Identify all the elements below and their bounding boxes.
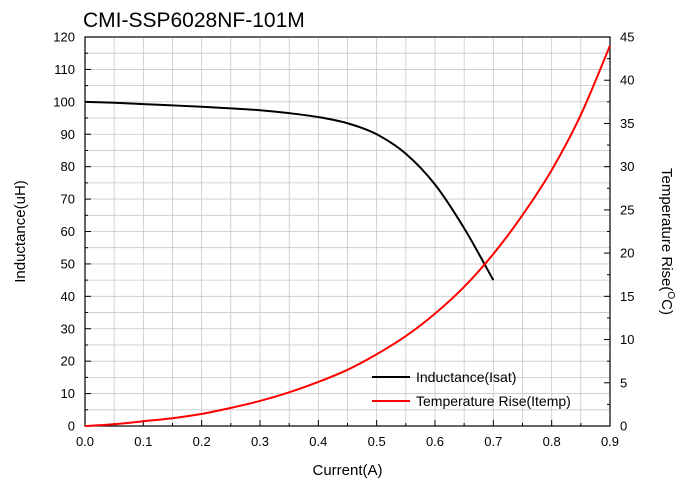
y-right-tick-label: 10	[620, 332, 634, 347]
x-tick-label: 0.3	[251, 434, 269, 449]
y-right-tick-label: 5	[620, 375, 627, 390]
y-left-tick-label: 30	[61, 321, 75, 336]
legend-label-temperature: Temperature Rise(Itemp)	[416, 393, 571, 409]
y-left-tick-label: 70	[61, 192, 75, 207]
y-right-tick-labels: 0 5 10 15 20 25 30 35 40 45	[620, 30, 634, 434]
tick-marks	[84, 36, 611, 427]
x-tick-label: 0.2	[193, 434, 211, 449]
y-left-tick-label: 80	[61, 159, 75, 174]
legend-label-inductance: Inductance(Isat)	[416, 369, 516, 385]
y-left-tick-label: 110	[54, 62, 75, 77]
y-left-tick-labels: 0 10 20 30 40 50 60 70 80 90 100 110 120	[53, 30, 75, 434]
y-right-tick-label: 35	[620, 116, 634, 131]
y-right-tick-label: 20	[620, 246, 634, 261]
y-left-tick-label: 60	[61, 224, 75, 239]
y-right-axis-label: Temperature Rise(OC)	[658, 168, 676, 315]
x-tick-label: 0.6	[426, 434, 444, 449]
legend: Inductance(Isat) Temperature Rise(Itemp)	[372, 369, 571, 409]
y-right-axis-label-main: Temperature Rise(	[658, 168, 675, 291]
y-right-tick-label: 30	[620, 159, 634, 174]
y-left-tick-label: 50	[61, 256, 75, 271]
y-left-axis-label: Inductance(uH)	[12, 180, 29, 283]
y-right-tick-label: 40	[620, 73, 634, 88]
y-left-tick-label: 120	[53, 30, 75, 45]
grid-lines	[85, 37, 610, 426]
y-left-tick-label: 10	[61, 386, 75, 401]
y-left-tick-label: 40	[61, 289, 75, 304]
y-right-axis-label-unit: C)	[658, 299, 675, 315]
x-tick-labels: 0.0 0.1 0.2 0.3 0.4 0.5 0.6 0.7 0.8 0.9	[76, 434, 619, 449]
x-tick-label: 0.9	[601, 434, 619, 449]
y-left-tick-label: 100	[53, 94, 75, 109]
x-tick-label: 0.1	[134, 434, 152, 449]
x-tick-label: 0.5	[368, 434, 386, 449]
x-tick-label: 0.8	[543, 434, 561, 449]
y-right-tick-label: 0	[620, 419, 627, 434]
y-right-tick-label: 45	[620, 30, 634, 45]
x-tick-label: 0.0	[76, 434, 94, 449]
x-axis-label: Current(A)	[312, 462, 382, 479]
y-left-tick-label: 0	[68, 419, 75, 434]
chart-title: CMI-SSP6028NF-101M	[83, 9, 305, 32]
y-right-tick-label: 15	[620, 289, 634, 304]
y-right-tick-label: 25	[620, 202, 634, 217]
series-layer	[84, 45, 611, 427]
series-line-inductance	[84, 100, 495, 281]
series-line-temperature-rise	[84, 45, 611, 427]
y-right-axis-label-degree: O	[665, 291, 676, 299]
x-tick-label: 0.7	[484, 434, 502, 449]
y-left-tick-label: 20	[61, 354, 75, 369]
x-tick-label: 0.4	[309, 434, 327, 449]
y-left-tick-label: 90	[61, 127, 75, 142]
